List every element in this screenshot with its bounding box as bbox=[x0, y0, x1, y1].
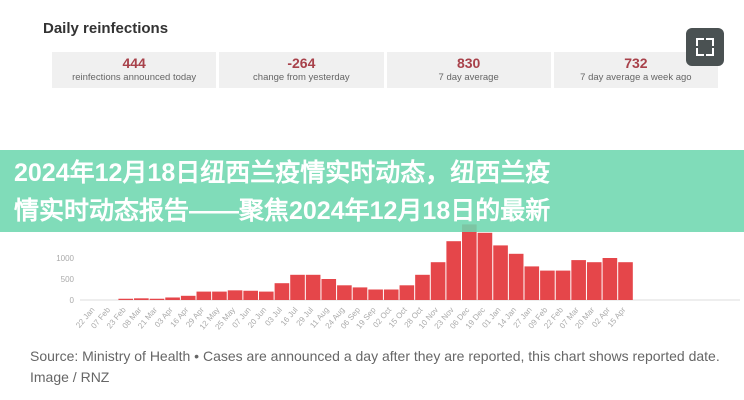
fullscreen-button[interactable] bbox=[686, 28, 724, 66]
bar bbox=[258, 291, 274, 300]
stat-7day: 830 7 day average bbox=[386, 52, 551, 88]
bar bbox=[274, 283, 290, 300]
bar bbox=[430, 262, 446, 300]
stat-value: 830 bbox=[456, 55, 481, 71]
bar bbox=[180, 295, 196, 300]
bar bbox=[477, 232, 493, 300]
bar bbox=[290, 274, 305, 300]
bar bbox=[399, 285, 415, 300]
bar bbox=[149, 298, 165, 300]
bar bbox=[540, 270, 555, 300]
headline-banner: 2024年12月18日纽西兰疫情实时动态，纽西兰疫 情实时动态报告——聚焦202… bbox=[0, 150, 744, 232]
bar bbox=[243, 290, 258, 300]
stat-value: -264 bbox=[287, 55, 316, 71]
headline-line-2: 情实时动态报告——聚焦2024年12月18日的最新 bbox=[14, 197, 551, 225]
bar bbox=[462, 224, 477, 300]
y-tick-label: 1000 bbox=[56, 254, 74, 263]
stat-value: 444 bbox=[122, 55, 146, 71]
fullscreen-icon bbox=[696, 38, 704, 46]
bar bbox=[212, 291, 227, 300]
bar bbox=[602, 258, 618, 300]
bar bbox=[586, 262, 602, 300]
stat-today: 444 reinfections announced today bbox=[52, 52, 217, 88]
bar bbox=[165, 297, 180, 300]
bar bbox=[368, 289, 383, 300]
bar bbox=[415, 274, 430, 300]
bar bbox=[571, 260, 586, 300]
bar bbox=[493, 245, 508, 300]
bar bbox=[321, 279, 337, 300]
bar bbox=[305, 274, 321, 300]
y-tick-label: 500 bbox=[61, 275, 75, 284]
stat-label: reinfections announced today bbox=[72, 72, 197, 83]
stat-value: 732 bbox=[624, 55, 648, 71]
y-tick-label: 0 bbox=[70, 296, 75, 305]
bar bbox=[134, 298, 149, 300]
bar bbox=[508, 253, 524, 300]
bar bbox=[524, 266, 540, 300]
stat-change: -264 change from yesterday bbox=[219, 52, 384, 88]
headline-line-1: 2024年12月18日纽西兰疫情实时动态，纽西兰疫 bbox=[14, 159, 551, 187]
bar bbox=[227, 290, 243, 300]
bar bbox=[352, 287, 368, 300]
bar bbox=[618, 262, 633, 300]
bar bbox=[383, 289, 399, 300]
source-caption: Source: Ministry of Health • Cases are a… bbox=[30, 348, 720, 385]
fullscreen-icon bbox=[706, 48, 714, 56]
bar bbox=[555, 270, 571, 300]
bar bbox=[446, 241, 462, 300]
bar bbox=[337, 285, 352, 300]
fullscreen-icon bbox=[706, 38, 714, 46]
stats-row: 444 reinfections announced today -264 chan… bbox=[52, 52, 718, 88]
stat-label: 7 day average a week ago bbox=[580, 72, 692, 83]
x-tick-label: 15 Apr bbox=[606, 305, 628, 329]
bar bbox=[118, 298, 134, 300]
stat-label: 7 day average bbox=[438, 72, 499, 83]
fullscreen-icon bbox=[696, 48, 704, 56]
bar bbox=[196, 291, 212, 300]
chart-title: Daily reinfections bbox=[43, 20, 169, 37]
stat-label: change from yesterday bbox=[253, 72, 350, 83]
